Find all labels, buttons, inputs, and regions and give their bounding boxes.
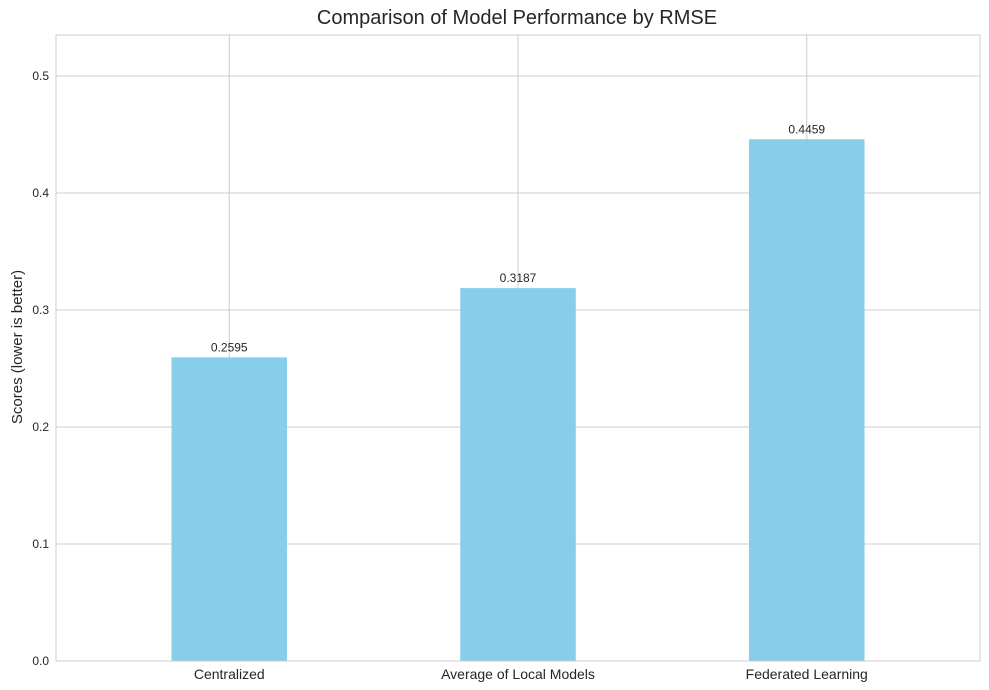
y-tick-label: 0.4 <box>32 186 49 200</box>
bar-centralized <box>171 357 287 661</box>
y-tick-label: 0.1 <box>32 537 49 551</box>
data-label: 0.4459 <box>788 122 825 136</box>
bar-average-of-local-models <box>460 288 576 661</box>
plot-frame <box>55 34 981 662</box>
x-tick-label: Average of Local Models <box>441 666 595 682</box>
bars <box>171 139 865 662</box>
x-tick-labels: Centralized Average of Local Models Federa… <box>194 666 868 682</box>
data-labels: 0.2595 0.3187 0.4459 <box>211 122 826 354</box>
y-tick-label: 0.2 <box>32 420 49 434</box>
x-tick-label: Centralized <box>194 666 265 682</box>
data-label: 0.2595 <box>211 340 248 354</box>
bar-federated-learning <box>749 139 865 662</box>
y-tick-label: 0.5 <box>32 69 49 83</box>
chart-title: Comparison of Model Performance by RMSE <box>317 7 717 29</box>
y-tick-label: 0.0 <box>32 654 49 668</box>
y-tick-labels: 0.0 0.1 0.2 0.3 0.4 0.5 <box>32 69 49 668</box>
y-tick-label: 0.3 <box>32 303 49 317</box>
y-axis-label: Scores (lower is better) <box>9 270 26 424</box>
x-tick-label: Federated Learning <box>746 666 868 682</box>
data-label: 0.3187 <box>500 271 537 285</box>
